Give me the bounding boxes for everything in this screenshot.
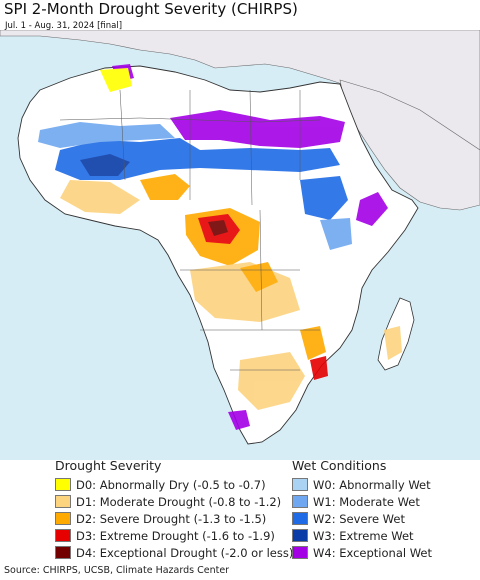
- legend-item: W0: Abnormally Wet: [292, 476, 432, 493]
- patch-d2-mozambique: [300, 326, 326, 360]
- severity-patches: [38, 64, 402, 430]
- legend-label: D0: Abnormally Dry (-0.5 to -0.7): [76, 477, 266, 492]
- legend-swatch: [292, 529, 308, 542]
- drought-legend: Drought Severity D0: Abnormally Dry (-0.…: [55, 458, 293, 561]
- border-line: [249, 89, 253, 206]
- patch-w1-sahel: [38, 122, 175, 148]
- legend-item: D1: Moderate Drought (-0.8 to -1.2): [55, 493, 293, 510]
- legend-label: D4: Exceptional Drought (-2.0 or less): [76, 545, 294, 560]
- patch-w1-kenya: [320, 218, 352, 250]
- map-subtitle: Jul. 1 - Aug. 31, 2024 [final]: [5, 21, 123, 31]
- legend-label: W2: Severe Wet: [313, 511, 405, 526]
- legend-swatch: [55, 546, 71, 559]
- border-line: [59, 117, 321, 123]
- patch-w4-sahel: [170, 110, 345, 148]
- legend-swatch: [55, 495, 71, 508]
- map-title: SPI 2-Month Drought Severity (CHIRPS): [4, 0, 298, 18]
- legend-label: W4: Exceptional Wet: [313, 545, 432, 560]
- legend-item: D3: Extreme Drought (-1.6 to -1.9): [55, 527, 293, 544]
- patch-w2-niger: [80, 154, 130, 176]
- legend-swatch: [292, 478, 308, 491]
- drought-legend-heading: Drought Severity: [55, 458, 162, 473]
- legend-swatch: [55, 529, 71, 542]
- source-credit: Source: CHIRPS, UCSB, Climate Hazards Ce…: [4, 565, 230, 576]
- legend-item: W3: Extreme Wet: [292, 527, 432, 544]
- patch-d1-madagascar: [384, 326, 402, 360]
- legend-label: W1: Moderate Wet: [313, 494, 420, 509]
- legend-label: D2: Severe Drought (-1.3 to -1.5): [76, 511, 267, 526]
- patch-d0-north: [100, 68, 132, 92]
- patch-w4-ethiopia: [356, 192, 388, 226]
- arabian-peninsula: [339, 79, 480, 211]
- legend-swatch: [55, 512, 71, 525]
- legend-label: D1: Moderate Drought (-0.8 to -1.2): [76, 494, 282, 509]
- patch-w2-east: [300, 176, 348, 220]
- legend-item: D0: Abnormally Dry (-0.5 to -0.7): [55, 476, 293, 493]
- patch-d2-nigeria: [140, 174, 190, 200]
- drought-map: [0, 30, 480, 460]
- border-line: [119, 89, 126, 181]
- legend-label: W0: Abnormally Wet: [313, 477, 431, 492]
- legend-swatch: [292, 546, 308, 559]
- patch-d3-mozambique: [310, 356, 328, 380]
- legend-item: W1: Moderate Wet: [292, 493, 432, 510]
- legend-swatch: [292, 495, 308, 508]
- patch-d4-central: [208, 220, 228, 236]
- legend-item: W2: Severe Wet: [292, 510, 432, 527]
- legend-swatch: [292, 512, 308, 525]
- patch-d2-congo: [240, 262, 278, 292]
- patch-d1-westcoast: [60, 180, 140, 214]
- wet-legend-heading: Wet Conditions: [292, 458, 387, 473]
- wet-legend: Wet Conditions W0: Abnormally Wet W1: Mod…: [292, 458, 432, 561]
- border-line: [259, 209, 263, 331]
- country-borders: [59, 89, 321, 371]
- patch-w3-sahel: [55, 138, 340, 180]
- legend-swatch: [55, 478, 71, 491]
- legend-item: D2: Severe Drought (-1.3 to -1.5): [55, 510, 293, 527]
- patch-d1-south: [238, 352, 305, 410]
- legend-item: D4: Exceptional Drought (-2.0 or less): [55, 544, 293, 561]
- legend-item: W4: Exceptional Wet: [292, 544, 432, 561]
- legend-label: D3: Extreme Drought (-1.6 to -1.9): [76, 528, 275, 543]
- legend-label: W3: Extreme Wet: [313, 528, 414, 543]
- patch-w4-south: [228, 410, 250, 430]
